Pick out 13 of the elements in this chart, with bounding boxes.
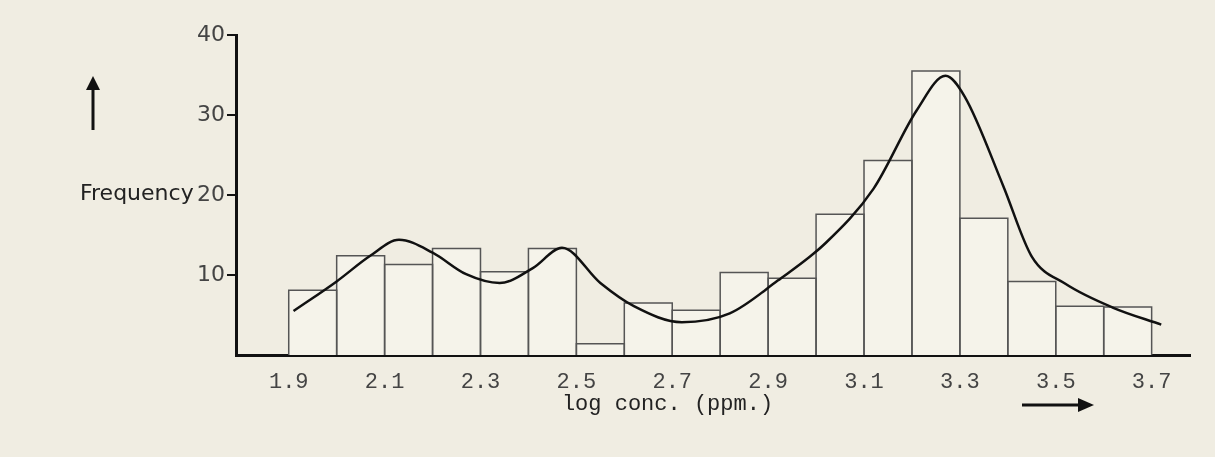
x-tick-label: 3.3 <box>940 370 980 396</box>
y-tick-label: 10 <box>197 260 225 286</box>
x-tick-label: 3.1 <box>844 370 884 396</box>
line-series <box>292 74 1163 326</box>
y-tick-label: 40 <box>197 20 225 46</box>
y-axis-title: Frequency <box>80 180 194 205</box>
x-tick-label: 3.7 <box>1131 370 1172 396</box>
x-tick-label: 2.3 <box>460 370 501 396</box>
x-tick-label: 3.5 <box>1035 370 1076 396</box>
y-tick-label: 30 <box>197 100 225 126</box>
x-tick-label: 1.9 <box>268 370 309 396</box>
y-tick-label: 20 <box>197 180 225 206</box>
x-tick-label: 2.1 <box>364 370 405 396</box>
